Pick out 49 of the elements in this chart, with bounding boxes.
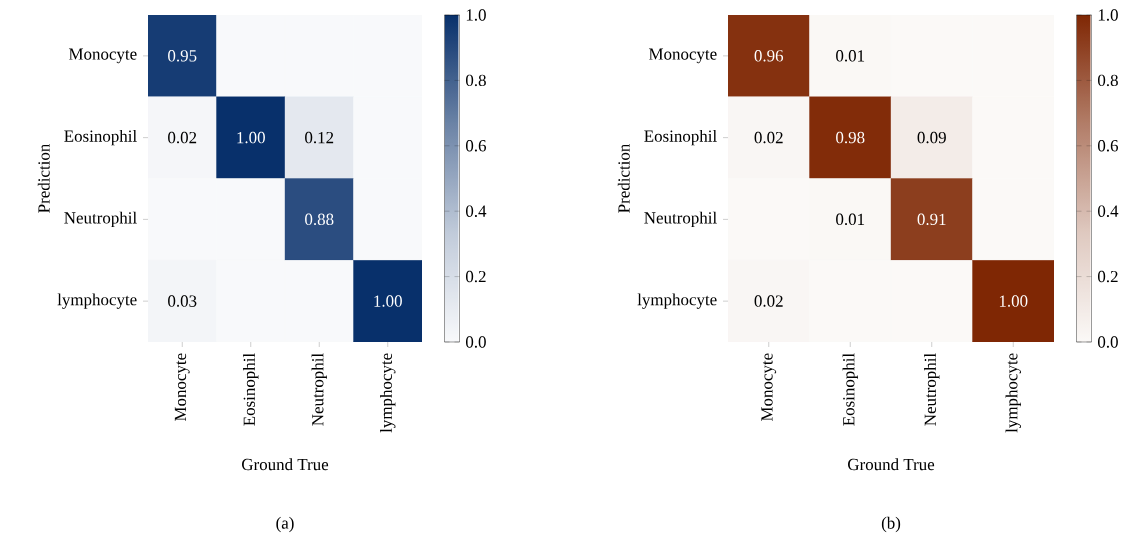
color-bar-label: 0.0 <box>1098 336 1118 348</box>
y-axis-title: Prediction <box>37 143 50 213</box>
x-tick-label: Neutrophil <box>311 353 327 426</box>
y-tick-label: Neutrophil <box>64 211 137 228</box>
y-tick-label: Eosinophil <box>64 129 137 146</box>
data-label: 0.98 <box>836 131 865 144</box>
x-tick-label: Eosinophil <box>243 353 259 426</box>
color-bar-label: 0.6 <box>465 140 487 152</box>
y-tick-label: lymphocyte <box>637 293 717 309</box>
color-bar-label: 0.8 <box>1098 74 1118 87</box>
y-tick-label: lymphocyte <box>57 293 137 309</box>
color-bar-label: 0.4 <box>465 205 487 217</box>
text: (a) <box>276 516 294 533</box>
data-label: 0.12 <box>305 131 334 144</box>
color-bar-label: 1.0 <box>1098 9 1118 21</box>
color-bar-label: 0.0 <box>465 336 486 348</box>
data-label: 0.02 <box>754 295 783 307</box>
color-bar-label: 0.2 <box>465 270 486 283</box>
color-bar-label: 0.6 <box>1098 140 1119 152</box>
x-tick-label: lymphocyte <box>1005 353 1021 433</box>
data-label: 0.02 <box>754 131 783 144</box>
data-label: 0.01 <box>836 213 865 226</box>
x-axis-title: Ground True <box>848 458 935 471</box>
data-label: 1.00 <box>999 295 1028 307</box>
data-label: 1.00 <box>374 295 402 307</box>
x-tick-label: lymphocyte <box>380 353 396 433</box>
data-label: 0.09 <box>917 131 946 144</box>
data-label: 0.01 <box>836 50 865 62</box>
color-bar-label: 0.8 <box>465 74 486 87</box>
data-label: 0.88 <box>305 213 334 226</box>
y-tick-label: Monocyte <box>648 48 717 64</box>
y-tick-label: Neutrophil <box>644 211 717 228</box>
x-tick-label: Monocyte <box>174 353 190 422</box>
x-axis-title: Ground True <box>242 458 329 471</box>
data-label: 0.91 <box>917 213 946 226</box>
y-tick-label: Monocyte <box>68 48 137 64</box>
data-label: 0.96 <box>754 50 784 62</box>
y-axis-title: Prediction <box>617 143 630 213</box>
data-label: 0.95 <box>168 50 197 62</box>
color-bar-label: 1.0 <box>466 9 486 21</box>
x-tick-label: Eosinophil <box>842 353 858 426</box>
x-tick-label: Monocyte <box>761 353 777 422</box>
x-tick-label: Neutrophil <box>924 353 940 426</box>
color-bar-label: 0.2 <box>1098 270 1118 283</box>
text: (b) <box>881 516 901 533</box>
data-label: 1.00 <box>237 131 265 144</box>
data-label: 0.03 <box>168 295 197 307</box>
y-tick-label: Eosinophil <box>644 129 717 146</box>
color-bar-label: 0.4 <box>1098 205 1119 217</box>
